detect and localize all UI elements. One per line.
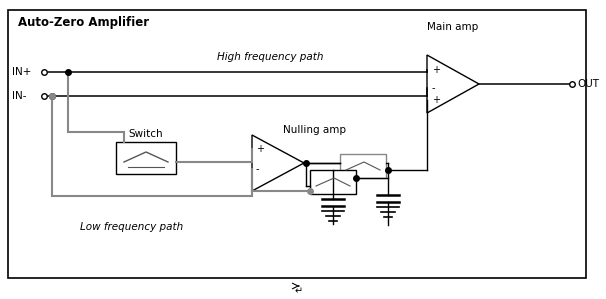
Text: High frequency path: High frequency path [217,52,323,62]
Polygon shape [252,135,304,191]
Text: IN-: IN- [12,91,27,101]
Text: OUT: OUT [577,79,599,89]
Bar [8,10,586,278]
Text: -: - [256,164,259,174]
Bar [340,154,386,178]
Text: Switch: Switch [128,129,163,139]
Text: +: + [432,65,440,75]
Text: Nulling amp: Nulling amp [283,125,346,135]
Text: -: - [432,83,436,93]
Polygon shape [427,55,479,113]
Bar [310,170,356,194]
Text: ↵: ↵ [295,286,303,296]
Text: IN+: IN+ [12,67,32,77]
Text: Auto-Zero Amplifier: Auto-Zero Amplifier [18,16,149,29]
Bar [116,142,176,174]
Text: Low frequency path: Low frequency path [80,222,183,232]
Text: Main amp: Main amp [427,22,479,32]
Text: +: + [432,95,440,105]
Text: +: + [256,144,264,154]
